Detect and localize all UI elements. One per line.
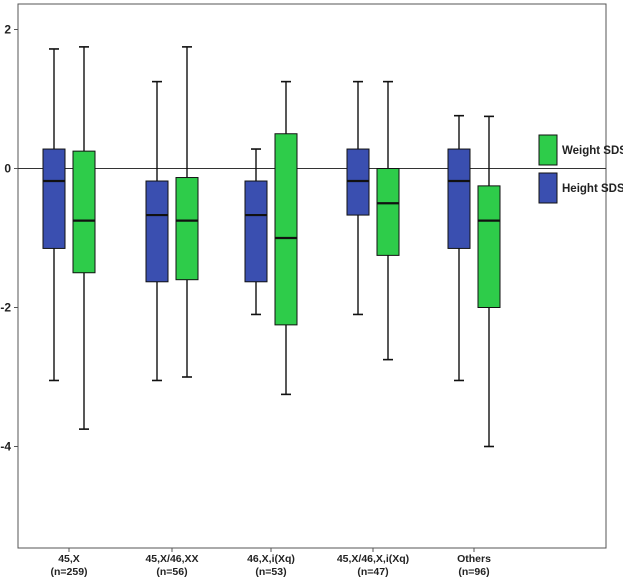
iqr-box	[447, 148, 471, 249]
x-category-count: (n=96)	[458, 566, 489, 578]
legend-label: Height SDS	[562, 183, 623, 195]
weight-sds-box-3	[376, 80, 400, 361]
legend-swatch	[538, 172, 558, 204]
iqr-box	[244, 180, 268, 283]
y-axis: 2 0 -2 -4	[0, 23, 18, 454]
x-category-label: 45,X/46,X,i(Xq)	[337, 553, 409, 565]
x-category-count: (n=47)	[357, 566, 388, 578]
x-category-label: 45,X/46,XX	[145, 553, 198, 565]
height-sds-box-1	[145, 80, 169, 382]
height-sds-box-2	[244, 148, 268, 316]
plot-frame	[17, 3, 607, 549]
plot-area-border	[17, 3, 607, 549]
weight-sds-box-1	[175, 46, 199, 378]
y-tick-label: 0	[4, 162, 11, 176]
y-tick-label: -4	[0, 440, 11, 454]
boxes-group	[42, 46, 501, 448]
weight-sds-box-4	[477, 115, 501, 448]
x-axis: 45,X(n=259)45,X/46,XX(n=56)46,X,i(Xq)(n=…	[50, 548, 491, 578]
legend-swatch	[538, 134, 558, 166]
iqr-box	[274, 133, 298, 326]
height-sds-box-4	[447, 114, 471, 382]
iqr-box	[42, 148, 66, 249]
iqr-box	[145, 180, 169, 283]
weight-sds-box-0	[72, 46, 96, 430]
y-tick-label: 2	[4, 23, 11, 37]
iqr-box	[175, 177, 199, 281]
iqr-box	[477, 185, 501, 308]
weight-sds-box-2	[274, 80, 298, 396]
height-sds-box-0	[42, 48, 66, 382]
iqr-box	[376, 168, 400, 256]
legend: Weight SDS Height SDS	[538, 134, 623, 204]
height-sds-box-3	[346, 80, 370, 316]
x-category-count: (n=53)	[255, 566, 286, 578]
x-category-label: 46,X,i(Xq)	[247, 553, 295, 565]
legend-item-weight-sds: Weight SDS	[538, 134, 623, 166]
legend-label: Weight SDS	[562, 145, 623, 157]
x-category-label: 45,X	[58, 553, 80, 565]
legend-item-height-sds: Height SDS	[538, 172, 623, 204]
iqr-box	[72, 150, 96, 274]
x-category-count: (n=56)	[156, 566, 187, 578]
x-category-count: (n=259)	[50, 566, 87, 578]
y-tick-label: -2	[0, 301, 11, 315]
x-category-label: Others	[457, 553, 491, 565]
